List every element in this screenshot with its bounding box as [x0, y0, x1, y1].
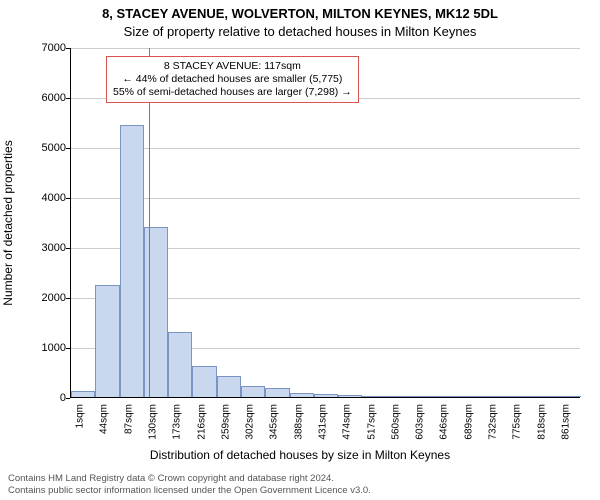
y-tick-mark [66, 348, 70, 349]
histogram-bar [508, 396, 532, 397]
grid-line [71, 148, 580, 149]
x-tick-label: 302sqm [245, 404, 256, 440]
grid-line [71, 198, 580, 199]
y-tick-label: 1000 [16, 342, 66, 354]
y-tick-mark [66, 248, 70, 249]
y-tick-mark [66, 98, 70, 99]
x-tick-label: 646sqm [439, 404, 450, 440]
histogram-bar [338, 395, 362, 397]
x-axis-label: Distribution of detached houses by size … [0, 448, 600, 462]
histogram-bar [314, 394, 338, 397]
x-tick-label: 517sqm [366, 404, 377, 440]
x-tick-label: 130sqm [148, 404, 159, 440]
histogram-bar [71, 391, 95, 397]
x-tick-label: 732sqm [488, 404, 499, 440]
x-tick-label: 1sqm [75, 404, 86, 428]
y-tick-label: 5000 [16, 142, 66, 154]
x-tick-label: 818sqm [536, 404, 547, 440]
histogram-bar [557, 396, 581, 397]
histogram-bar [144, 227, 168, 397]
x-tick-label: 474sqm [342, 404, 353, 440]
histogram-bar [95, 285, 119, 398]
histogram-bar [532, 396, 556, 397]
annotation-line-3: 55% of semi-detached houses are larger (… [113, 86, 352, 99]
x-tick-label: 689sqm [463, 404, 474, 440]
y-tick-label: 0 [16, 392, 66, 404]
y-tick-mark [66, 148, 70, 149]
footer-line-2: Contains public sector information licen… [8, 485, 592, 496]
y-tick-mark [66, 198, 70, 199]
x-tick-label: 775sqm [512, 404, 523, 440]
annotation-line-1: 8 STACEY AVENUE: 117sqm [113, 60, 352, 73]
chart-title-sub: Size of property relative to detached ho… [0, 24, 600, 39]
x-tick-label: 345sqm [269, 404, 280, 440]
y-axis-label: Number of detached properties [1, 140, 15, 305]
histogram-bar [120, 125, 144, 398]
plot-area: 8 STACEY AVENUE: 117sqm← 44% of detached… [70, 48, 580, 398]
x-tick-label: 861sqm [560, 404, 571, 440]
histogram-bar [168, 332, 192, 397]
footer-text: Contains HM Land Registry data © Crown c… [8, 473, 592, 496]
x-tick-label: 603sqm [415, 404, 426, 440]
histogram-bar [217, 376, 241, 398]
y-tick-mark [66, 298, 70, 299]
x-tick-label: 87sqm [123, 404, 134, 434]
x-tick-label: 173sqm [172, 404, 183, 440]
annotation-box: 8 STACEY AVENUE: 117sqm← 44% of detached… [106, 56, 359, 103]
x-tick-label: 259sqm [220, 404, 231, 440]
histogram-bar [460, 396, 484, 397]
x-tick-label: 44sqm [99, 404, 110, 434]
annotation-line-2: ← 44% of detached houses are smaller (5,… [113, 73, 352, 86]
y-tick-mark [66, 48, 70, 49]
grid-line [71, 48, 580, 49]
histogram-bar [265, 388, 289, 397]
histogram-bar [387, 396, 411, 397]
x-tick-label: 560sqm [390, 404, 401, 440]
chart-title-main: 8, STACEY AVENUE, WOLVERTON, MILTON KEYN… [0, 6, 600, 21]
y-tick-label: 4000 [16, 192, 66, 204]
x-tick-label: 431sqm [318, 404, 329, 440]
x-tick-label: 216sqm [196, 404, 207, 440]
y-tick-label: 7000 [16, 42, 66, 54]
histogram-bar [192, 366, 216, 397]
chart-container: 8, STACEY AVENUE, WOLVERTON, MILTON KEYN… [0, 0, 600, 500]
y-tick-label: 3000 [16, 242, 66, 254]
footer-line-1: Contains HM Land Registry data © Crown c… [8, 473, 592, 484]
histogram-bar [362, 396, 386, 398]
x-tick-label: 388sqm [293, 404, 304, 440]
histogram-bar [241, 386, 265, 398]
y-tick-label: 2000 [16, 292, 66, 304]
y-tick-mark [66, 398, 70, 399]
histogram-bar [435, 396, 459, 397]
y-tick-label: 6000 [16, 92, 66, 104]
histogram-bar [411, 396, 435, 397]
histogram-bar [290, 393, 314, 397]
histogram-bar [484, 396, 508, 397]
